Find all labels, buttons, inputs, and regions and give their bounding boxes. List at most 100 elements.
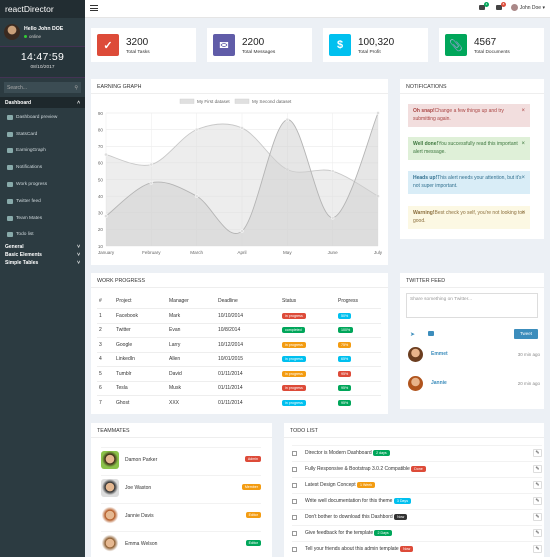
table-row[interactable]: 7 Ghost XXX 01/11/2014 in progress 95% (97, 395, 381, 410)
table-row[interactable]: 6 Tesla Musk 01/11/2014 in progress 95% (97, 380, 381, 396)
close-icon[interactable]: × (521, 108, 525, 114)
edit-icon[interactable]: ✎ (533, 497, 542, 506)
sidebar-item-statscard[interactable]: StatsCard (0, 126, 85, 143)
todo-checkbox[interactable] (292, 530, 297, 536)
teammate-row[interactable]: Jannie Davis Editor (101, 503, 261, 527)
data-point (194, 194, 199, 198)
user-menu[interactable]: John Doe ▾ (510, 4, 545, 11)
x-tick-label: January (98, 250, 115, 255)
series-line (105, 112, 379, 234)
search-input[interactable]: Search... ⚲ (4, 82, 81, 93)
edit-icon[interactable]: ✎ (533, 545, 542, 554)
todo-item[interactable]: Give feedback for the template 2 Days ✎ (292, 525, 542, 541)
data-point (149, 162, 154, 167)
close-icon[interactable]: × (521, 210, 525, 216)
todo-item[interactable]: Tell your friends about this admin templ… (292, 541, 542, 557)
envelope-icon[interactable] (479, 5, 485, 10)
sidebar-section-dashboard[interactable]: Dashboard ˄ (0, 97, 85, 108)
edit-icon[interactable]: ✎ (533, 513, 542, 522)
sidebar-item-dashboard-preview[interactable]: Dashboard preview (0, 109, 85, 126)
tweet-time: 30 min ago (517, 351, 540, 357)
sidebar-item-work-progress[interactable]: Work progress (0, 176, 85, 193)
tweet-textarea[interactable]: Share something on Twitter... (406, 293, 538, 318)
location-arrow-icon[interactable]: ➤ (410, 332, 416, 338)
todo-checkbox[interactable] (292, 546, 297, 552)
data-point (104, 214, 108, 218)
edit-icon[interactable]: ✎ (533, 465, 542, 474)
todo-item[interactable]: Director is Modern Dashboard 2 days ✎ (292, 445, 542, 461)
chevron-down-icon: ˅ (77, 244, 80, 251)
stat-label: Total Documents (474, 50, 510, 55)
sidebar-item-todo-list[interactable]: Todo list (0, 227, 85, 244)
progress-badge: 75% (338, 341, 352, 348)
edit-icon[interactable]: ✎ (533, 529, 542, 538)
close-icon[interactable]: × (521, 141, 525, 147)
sidebar-item-twitter-feed[interactable]: Twitter feed (0, 193, 85, 210)
tasks-icon[interactable] (496, 5, 502, 10)
sidebar-item-notifications[interactable]: Notifications (0, 159, 85, 176)
tweet-author[interactable]: Jannie (431, 380, 447, 386)
data-point (149, 180, 154, 185)
graph-icon (7, 148, 13, 154)
panel-title: EARNING GRAPH (97, 84, 142, 90)
y-tick-label: 20 (98, 227, 104, 232)
panel-title: NOTIFICATIONS (406, 84, 447, 90)
sidebar-group-simple-tables[interactable]: Simple Tables ˅ (5, 260, 80, 267)
menu-toggle-icon[interactable] (90, 5, 98, 11)
todo-checkbox[interactable] (292, 498, 297, 504)
stat-value: 4567 (474, 37, 497, 48)
teammates-panel: TEAMMATES Damon Parker Admin Joe Waston … (91, 423, 272, 557)
todo-checkbox[interactable] (292, 450, 297, 456)
legend-label: My Second dataset (252, 99, 292, 104)
tweet-time: 20 min ago (517, 380, 540, 386)
todo-checkbox[interactable] (292, 482, 297, 488)
tweet-author[interactable]: Emmet (431, 351, 448, 357)
todo-item[interactable]: Latest Design Concept 1 Week ✎ (292, 477, 542, 493)
table-header: # Project Manager Deadline Status Progress (99, 298, 359, 304)
todo-checkbox[interactable] (292, 514, 297, 520)
table-row[interactable]: 2 Twitter Evan 10/8/2014 completed 100% (97, 322, 381, 338)
x-tick-label: May (283, 250, 292, 255)
sidebar-group-basic-elements[interactable]: Basic Elements ˅ (5, 252, 80, 259)
todo-item[interactable]: Write well documentation for this theme … (292, 493, 542, 509)
todo-item[interactable]: Don't bother to download this Dashbord N… (292, 509, 542, 525)
chevron-down-icon: ˅ (77, 252, 80, 259)
y-tick-label: 70 (98, 144, 104, 149)
sidebar-item-team-mates[interactable]: Team Mates (0, 210, 85, 227)
todo-list-panel: TODO LIST Director is Modern Dashboard 2… (284, 423, 544, 557)
data-point (104, 152, 108, 157)
bell-icon (7, 165, 13, 171)
todo-badge: 3 Days (393, 498, 412, 505)
edit-icon[interactable]: ✎ (533, 481, 542, 490)
tweet-button[interactable]: Tweet (514, 329, 538, 339)
teammate-row[interactable]: Damon Parker Admin (101, 447, 261, 471)
search-icon[interactable]: ⚲ (74, 84, 78, 91)
stat-card-documents: 📎 4567 Total Documents (439, 28, 544, 62)
table-row[interactable]: 1 Facebook Mark 10/10/2014 in progress 50% (97, 308, 381, 323)
status-badge: in progress (282, 312, 306, 319)
todo-badge: 2 days (373, 450, 390, 457)
close-icon[interactable]: × (521, 175, 525, 181)
x-tick-label: June (328, 250, 338, 255)
progress-badge: 65% (338, 356, 352, 363)
todo-badge: 2 Days (374, 530, 392, 537)
chevron-down-icon: ˅ (77, 260, 80, 267)
sidebar-group-general[interactable]: General ˅ (5, 244, 80, 251)
table-row[interactable]: 3 Google Larry 10/12/2014 in progress 75% (97, 337, 381, 352)
y-tick-label: 60 (98, 161, 104, 166)
stat-card-tasks: ✓ 3200 Total Tasks (91, 28, 196, 62)
todo-item[interactable]: Fully Responsive & Bootstrap 3.0.2 Compa… (292, 461, 542, 477)
table-row[interactable]: 5 Tumblr David 01/11/2014 in progress 95% (97, 366, 381, 381)
sidebar-item-earninggraph[interactable]: EarningGraph (0, 143, 85, 160)
teammate-row[interactable]: Joe Waston Member (101, 475, 261, 499)
todo-checkbox[interactable] (292, 466, 297, 472)
camera-icon[interactable] (428, 331, 434, 336)
teammate-row[interactable]: Emma Welson Editor (101, 531, 261, 555)
panel-title: TODO LIST (290, 428, 318, 434)
twitter-icon (7, 198, 13, 204)
edit-icon[interactable]: ✎ (533, 449, 542, 458)
task-count-badge: 8 (501, 2, 506, 7)
data-point (194, 127, 199, 132)
brand-logo[interactable]: reactDirector (0, 0, 85, 18)
table-row[interactable]: 4 LinkedIn Allen 10/01/2015 in progress 65% (97, 351, 381, 367)
